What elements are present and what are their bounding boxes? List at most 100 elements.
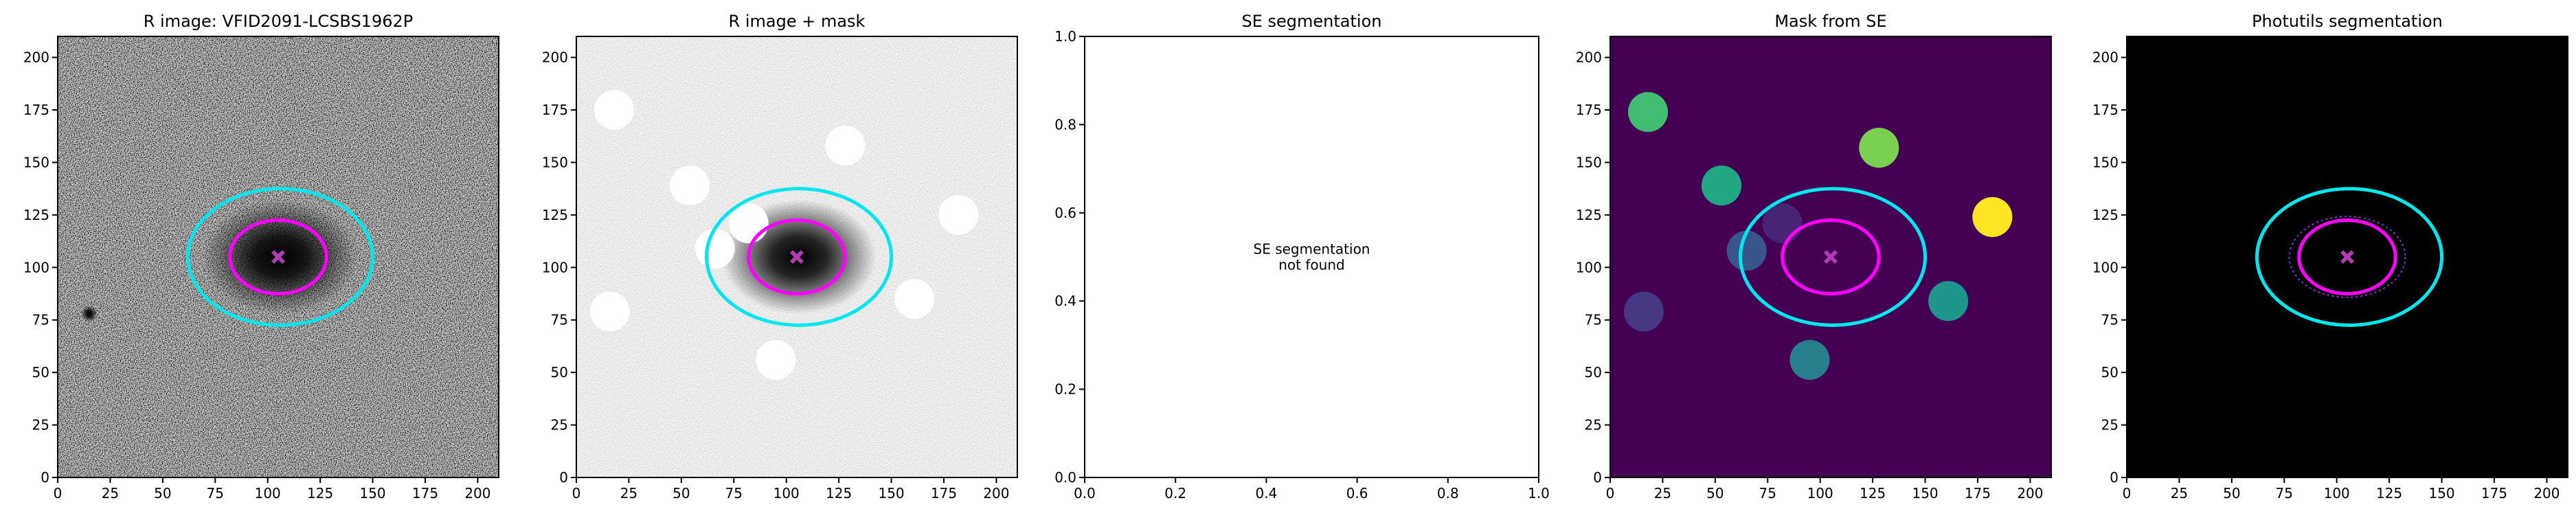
- x-tick-label: 100: [255, 485, 281, 502]
- x-tick-label: 25: [1654, 485, 1671, 502]
- x-tick-label: 25: [620, 485, 637, 502]
- x-tick-label: 200: [2017, 485, 2043, 502]
- y-tick-label: 175: [1576, 102, 1602, 118]
- y-tick-label: 0.4: [1054, 293, 1076, 309]
- center-marker: [2340, 250, 2354, 264]
- x-tick-label: 175: [412, 485, 438, 502]
- y-tick-label: 200: [542, 49, 568, 66]
- x-tick-label: 100: [2324, 485, 2350, 502]
- masked-source: [894, 279, 935, 319]
- x-tick-label: 75: [1759, 485, 1776, 502]
- x-tick-label: 0: [2123, 485, 2132, 502]
- y-tick-label: 50: [1585, 364, 1602, 381]
- masked-source: [1859, 127, 1899, 168]
- aperture-ellipse: [2297, 218, 2397, 295]
- panel: 0 25 50 75 100 125 150 175 200 0 25 50 75 100 125 150 17…: [542, 12, 1018, 502]
- center-marker: [1824, 250, 1838, 264]
- x-tick-label: 0.4: [1255, 485, 1277, 502]
- x-tick-label: 175: [1965, 485, 1991, 502]
- x-tick-label: 125: [826, 485, 852, 502]
- x-tick-label: 175: [2481, 485, 2507, 502]
- x-tick-label: 200: [983, 485, 1009, 502]
- center-marker: [790, 250, 804, 264]
- y-tick-label: 100: [2092, 259, 2119, 275]
- masked-source: [589, 291, 630, 332]
- x-tick-label: 125: [2376, 485, 2402, 502]
- y-tick-label: 150: [542, 154, 568, 170]
- masked-source: [1789, 339, 1830, 380]
- aperture-ellipse: [186, 187, 375, 327]
- x-tick-label: 0.0: [1074, 485, 1096, 502]
- y-tick-label: 25: [551, 417, 568, 433]
- aperture-ellipse: [2255, 187, 2444, 327]
- y-tick-label: 100: [542, 259, 568, 275]
- x-tick-label: 125: [307, 485, 333, 502]
- y-tick-label: 175: [23, 102, 49, 118]
- y-tick-label: 25: [1585, 417, 1602, 433]
- panel-title: Photutils segmentation: [2252, 12, 2443, 31]
- y-tick-label: 50: [551, 364, 568, 381]
- masked-source: [1726, 230, 1767, 271]
- axes-frame: [2126, 36, 2568, 478]
- x-tick-label: 175: [931, 485, 957, 502]
- masked-source: [1972, 196, 2013, 237]
- x-tick-label: 200: [2533, 485, 2560, 502]
- y-tick-label: 0: [41, 469, 49, 486]
- star: [80, 305, 98, 322]
- x-tick-label: 0: [1606, 485, 1615, 502]
- plot-area: [1610, 36, 2051, 477]
- x-tick-label: 50: [673, 485, 690, 502]
- axes-frame: [576, 36, 1018, 478]
- y-tick-label: 100: [23, 259, 49, 275]
- panel-title: SE segmentation: [1242, 12, 1382, 31]
- masked-source: [825, 125, 866, 166]
- masked-source: [938, 194, 979, 235]
- x-tick-label: 100: [1807, 485, 1833, 502]
- x-tick-label: 0: [572, 485, 581, 502]
- y-tick-label: 150: [23, 154, 49, 170]
- y-tick-label: 50: [2101, 364, 2119, 381]
- y-tick-label: 0: [1593, 469, 1602, 486]
- x-tick-label: 75: [207, 485, 224, 502]
- x-tick-label: 50: [2223, 485, 2240, 502]
- panel-title: R image + mask: [729, 12, 866, 31]
- y-tick-label: 75: [32, 312, 49, 328]
- x-tick-label: 125: [1860, 485, 1886, 502]
- x-tick-label: 50: [1706, 485, 1724, 502]
- center-marker: [271, 250, 285, 264]
- y-tick-label: 200: [23, 49, 49, 66]
- y-tick-label: 125: [542, 207, 568, 223]
- masked-source: [1701, 166, 1742, 206]
- x-tick-label: 75: [725, 485, 743, 502]
- masked-source: [594, 89, 635, 131]
- panel: 0 25 50 75 100 125 150 175 200 0 25 50 75 100 125 150 17…: [2092, 12, 2568, 502]
- masked-source: [694, 228, 735, 269]
- y-tick-label: 200: [1576, 49, 1602, 66]
- y-tick-label: 0: [2110, 469, 2119, 486]
- masked-source: [1928, 281, 1969, 322]
- panel: 0 25 50 75 100 125 150 175 200 0 25 50 75 100 125 150 17…: [23, 12, 499, 502]
- axes-frame: [1084, 36, 1539, 478]
- plot-area: [2127, 36, 2568, 477]
- y-tick-label: 75: [1585, 312, 1602, 328]
- background: [1085, 36, 1539, 477]
- aperture-ellipse: [705, 187, 894, 327]
- plot-area: [576, 36, 1017, 477]
- x-tick-label: 25: [2171, 485, 2188, 502]
- x-tick-label: 0.8: [1437, 485, 1459, 502]
- y-tick-label: 25: [32, 417, 49, 433]
- x-tick-label: 75: [2276, 485, 2293, 502]
- y-tick-label: 75: [2101, 312, 2119, 328]
- y-tick-label: 0.0: [1054, 469, 1076, 486]
- y-tick-label: 125: [2092, 207, 2119, 223]
- x-tick-label: 200: [464, 485, 490, 502]
- axes-frame: [1609, 36, 2052, 478]
- x-tick-label: 0.6: [1346, 485, 1368, 502]
- aperture-ellipse: [747, 218, 847, 295]
- y-tick-label: 25: [2101, 417, 2119, 433]
- y-tick-label: 0.8: [1054, 116, 1076, 133]
- y-tick-label: 0.6: [1054, 205, 1076, 221]
- masked-source: [756, 339, 796, 380]
